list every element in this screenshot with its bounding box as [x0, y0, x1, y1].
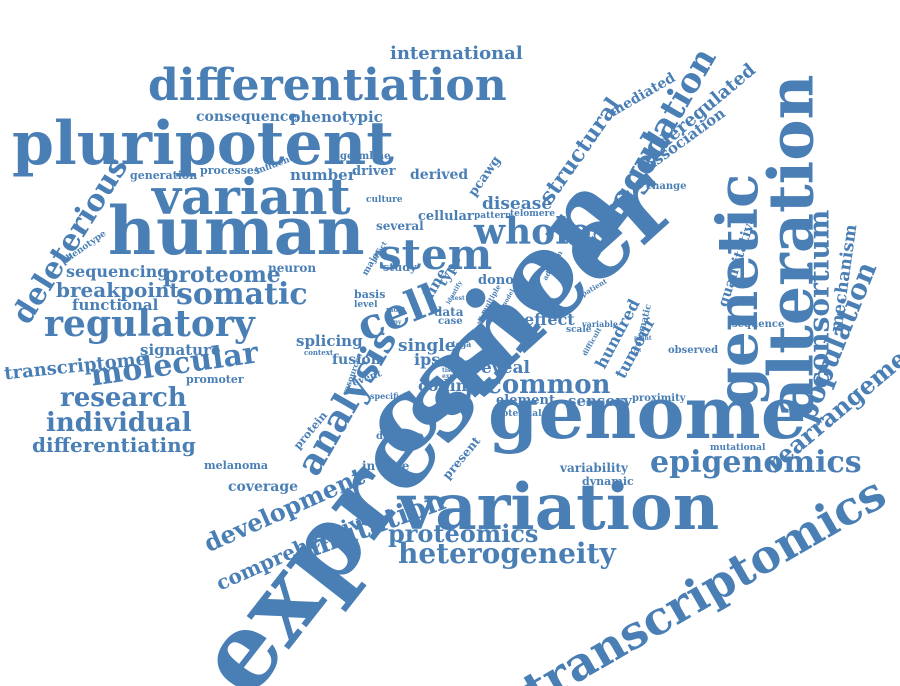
word-study: study [383, 261, 417, 274]
word-phenotypic: phenotypic [290, 108, 383, 126]
word-common: common [486, 370, 611, 400]
word-pattern: pattern [474, 211, 512, 221]
word-proteome: proteome [163, 262, 281, 288]
word-involve: involve [362, 459, 410, 473]
word-signature: signature [140, 341, 221, 359]
word-neuron: neuron [268, 261, 317, 275]
word-proteomics: proteomics [388, 519, 539, 548]
word-promoter: promoter [186, 373, 244, 386]
word-data: data [434, 305, 464, 319]
word-mutational: mutational [710, 443, 766, 453]
word-basis: basis [354, 288, 386, 301]
word-international: international [390, 43, 523, 64]
word-regulatory: regulatory [44, 303, 255, 345]
word-scale: scale [566, 325, 592, 335]
word-melanoma: melanoma [204, 459, 269, 472]
word-individual: individual [46, 408, 192, 438]
word-variability: variability [560, 461, 628, 475]
word-culture: culture [366, 195, 403, 205]
word-sensory: sensory [568, 392, 632, 410]
word-single: single [398, 336, 456, 356]
word-change: change [646, 181, 687, 192]
word-derived: derived [410, 167, 469, 183]
word-sequencing: sequencing [66, 262, 169, 281]
word-specific: specific [370, 391, 404, 401]
word-ipscs: ipscs [414, 350, 460, 369]
word-consequence: consequence [196, 109, 298, 125]
word-sequence: sequence [732, 319, 785, 330]
word-tcga: tcga [452, 339, 472, 349]
word-coding: coding [418, 376, 479, 395]
word-splicing: splicing [296, 332, 363, 350]
word-germline: germline [340, 151, 391, 162]
word-driver: driver [352, 164, 396, 179]
word-processes: processes [200, 164, 261, 177]
word-functional: functional [72, 296, 159, 314]
word-level: level [354, 300, 378, 310]
word-donor: donor [478, 273, 521, 288]
word-cellular: cellular [418, 209, 474, 224]
word-human: human [108, 192, 365, 270]
word-differentiating: differentiating [32, 433, 196, 457]
word-somatic: somatic [176, 277, 308, 312]
word-research: research [60, 383, 187, 413]
word-proximity: proximity [632, 393, 686, 404]
word-point: point [634, 335, 652, 342]
word-context: context [304, 348, 334, 357]
word-heterogeneity: heterogeneity [398, 537, 616, 570]
word-dynamic: dynamic [582, 475, 634, 488]
word-disease: disease [482, 194, 553, 214]
word-pluripotent: pluripotent [12, 109, 394, 179]
word-pcawg: pcawg [465, 153, 505, 200]
word-reveal: reveal [472, 358, 530, 378]
word-epigenomics: epigenomics [650, 445, 862, 480]
word-genome: genome [488, 370, 807, 455]
word-variation: variation [398, 470, 720, 545]
word-test: test [452, 295, 465, 302]
word-whole: whole [474, 211, 592, 253]
word-number: number [290, 166, 356, 184]
word-fusion: fusion [332, 352, 381, 368]
word-effect: effect [524, 310, 575, 329]
word-tissue: tissue [442, 367, 462, 374]
word-describe: describe [376, 431, 424, 442]
word-most: most [386, 305, 406, 314]
word-export: export [442, 373, 464, 380]
word-stem: stem [378, 230, 493, 279]
word-potential: potential [496, 409, 542, 419]
word-telomere: telomere [510, 209, 556, 219]
word-breakpoint: breakpoint [56, 278, 179, 302]
word-variant: variant [152, 167, 351, 226]
word-coverage: coverage [228, 479, 299, 495]
word-observed: observed [668, 345, 719, 356]
word-copy: copy [386, 319, 402, 326]
word-variable: variable [582, 319, 618, 329]
word-differentiation: differentiation [148, 60, 507, 111]
word-element: element [496, 393, 555, 408]
word-case: case [438, 316, 463, 327]
word-several: several [376, 219, 424, 233]
word-generation: generation [130, 169, 198, 182]
